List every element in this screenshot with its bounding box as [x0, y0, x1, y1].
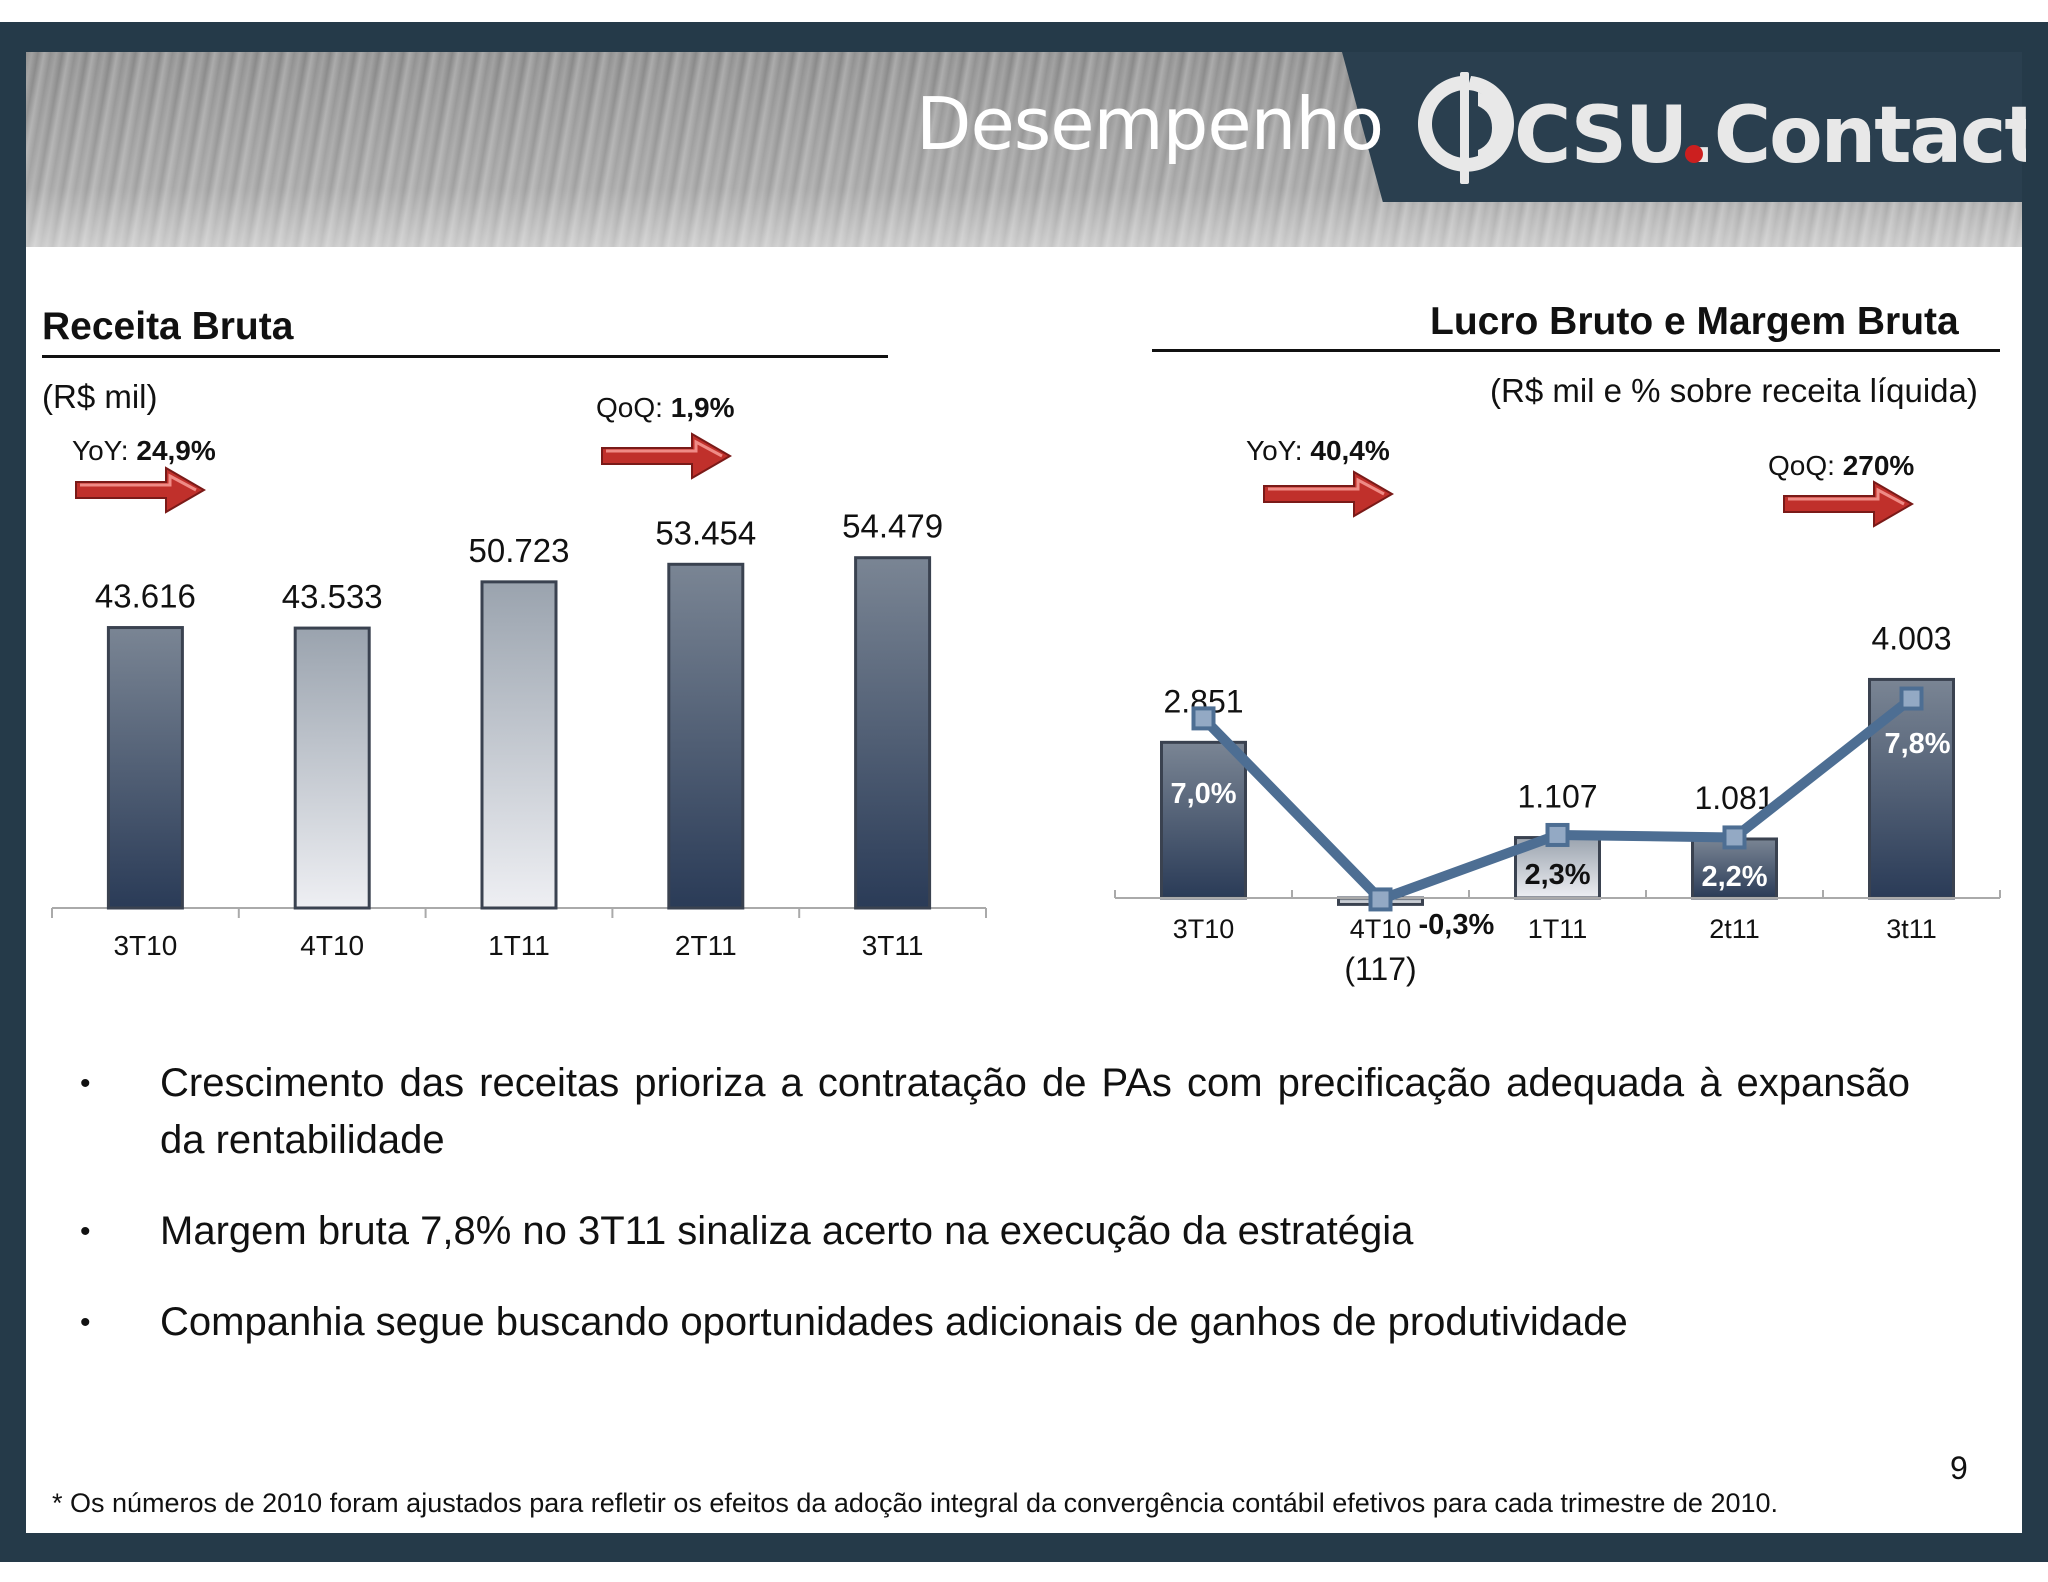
footnote: * Os números de 2010 foram ajustados par… — [52, 1488, 1779, 1518]
left-bar — [106, 626, 184, 910]
right-bar-value-label: (117) — [1344, 951, 1416, 987]
left-yoy-value: 24,9% — [136, 435, 216, 466]
margin-marker — [1899, 686, 1924, 711]
right-x-tick-label: 3t11 — [1886, 914, 1937, 944]
left-yoy-arrow-icon — [75, 466, 206, 514]
left-bar-value-label: 54.479 — [842, 508, 943, 545]
right-chart-title: Lucro Bruto e Margem Bruta — [1430, 300, 1959, 343]
page-number: 9 — [1950, 1450, 1968, 1486]
bullet-symbol: • — [80, 1067, 91, 1100]
right-chart-unit: (R$ mil e % sobre receita líquida) — [1490, 372, 1978, 409]
right-qoq-label: QoQ: — [1768, 450, 1835, 481]
left-qoq-label: QoQ: — [596, 392, 663, 423]
left-bar — [854, 556, 932, 910]
bullet-item: • Margem bruta 7,8% no 3T11 sinaliza acer… — [80, 1203, 1910, 1260]
bullet-item: • Crescimento das receitas prioriza a con… — [80, 1055, 1910, 1169]
right-x-tick-label: 3T10 — [1173, 914, 1235, 944]
margin-marker — [1191, 706, 1216, 731]
bullet-symbol: • — [80, 1215, 91, 1248]
right-qoq-value: 270% — [1842, 450, 1915, 481]
margin-marker — [1722, 825, 1747, 850]
left-bar-value-label: 50.723 — [469, 532, 570, 569]
margin-value-label: 7,8% — [1884, 728, 1950, 760]
right-yoy-value: 40,4% — [1310, 435, 1390, 466]
left-yoy-label: YoY: — [72, 435, 129, 466]
left-chart-title: Receita Bruta — [42, 305, 294, 348]
csu-contact-logo: CSU.Contact — [1418, 72, 2026, 184]
left-bar — [667, 562, 745, 910]
margin-value-label: -0,3% — [1419, 909, 1495, 941]
logo-text: CSU.Contact — [1514, 91, 2026, 181]
right-bar — [1160, 740, 1247, 900]
left-bar-value-label: 53.454 — [655, 514, 756, 551]
bullet-symbol: • — [80, 1306, 91, 1339]
left-bar — [293, 626, 371, 910]
left-bar-value-label: 43.533 — [282, 578, 383, 615]
right-bar — [1868, 677, 1955, 900]
right-qoq-badge: QoQ: 270% — [1768, 450, 1914, 482]
right-qoq-arrow-icon — [1783, 480, 1914, 528]
margin-value-label: 2,3% — [1524, 859, 1590, 891]
bullet-text: Companhia segue buscando oportunidades a… — [160, 1300, 1628, 1344]
right-yoy-arrow-icon — [1263, 470, 1394, 518]
left-x-tick-label: 2T11 — [675, 930, 737, 961]
right-x-tick-label: 1T11 — [1528, 914, 1588, 944]
page-title: Desempenho — [916, 82, 1384, 166]
margin-marker — [1545, 822, 1570, 847]
right-yoy-label: YoY: — [1246, 435, 1303, 466]
margin-value-label: 7,0% — [1170, 778, 1236, 810]
left-x-tick-label: 3T10 — [113, 930, 177, 961]
right-bar-value-label: 1.081 — [1694, 780, 1774, 816]
bullet-text: Margem bruta 7,8% no 3T11 sinaliza acert… — [160, 1209, 1414, 1253]
left-x-tick-label: 3T11 — [862, 930, 924, 961]
bullet-list: • Crescimento das receitas prioriza a con… — [80, 1055, 1910, 1385]
slide-panel: Desempenho CSU.Contact — [26, 52, 2026, 1533]
left-x-tick-label: 1T11 — [488, 930, 550, 961]
margin-value-label: 2,2% — [1701, 861, 1767, 893]
left-title-rule — [42, 355, 888, 358]
left-x-tick-label: 4T10 — [300, 930, 364, 961]
right-title-rule — [1152, 349, 2000, 352]
right-yoy-badge: YoY: 40,4% — [1246, 435, 1390, 467]
left-chart-unit: (R$ mil) — [42, 378, 158, 415]
margin-marker — [1368, 887, 1393, 912]
right-x-tick-label: 4T10 — [1350, 914, 1412, 944]
right-bar-value-label: 4.003 — [1871, 620, 1951, 656]
left-qoq-badge: QoQ: 1,9% — [596, 392, 735, 424]
left-yoy-badge: YoY: 24,9% — [72, 435, 216, 467]
left-qoq-value: 1,9% — [670, 392, 735, 423]
right-x-tick-label: 2t11 — [1709, 914, 1760, 944]
left-qoq-arrow-icon — [601, 432, 732, 480]
left-bar — [480, 580, 558, 910]
bullet-text: Crescimento das receitas prioriza a cont… — [160, 1061, 1910, 1162]
right-bar-value-label: 1.107 — [1517, 779, 1597, 815]
left-bar-value-label: 43.616 — [95, 578, 196, 615]
bullet-item: • Companhia segue buscando oportunidades … — [80, 1294, 1910, 1351]
